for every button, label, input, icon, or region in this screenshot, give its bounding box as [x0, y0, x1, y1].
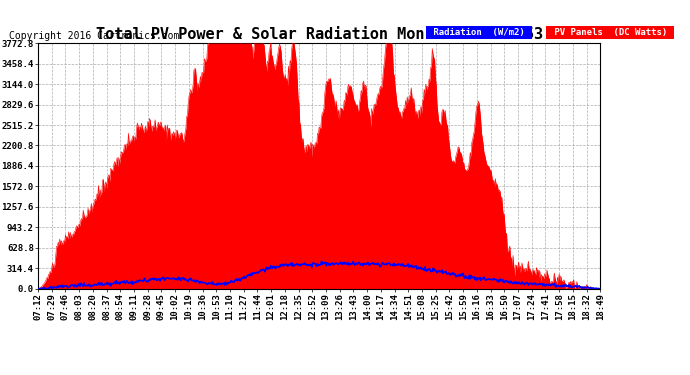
- Text: Copyright 2016 Cartronics.com: Copyright 2016 Cartronics.com: [9, 32, 179, 41]
- Title: Total PV Power & Solar Radiation Mon Mar 14 18:53: Total PV Power & Solar Radiation Mon Mar…: [95, 27, 543, 42]
- Text: Radiation  (W/m2): Radiation (W/m2): [428, 28, 530, 37]
- Text: PV Panels  (DC Watts): PV Panels (DC Watts): [549, 28, 672, 37]
